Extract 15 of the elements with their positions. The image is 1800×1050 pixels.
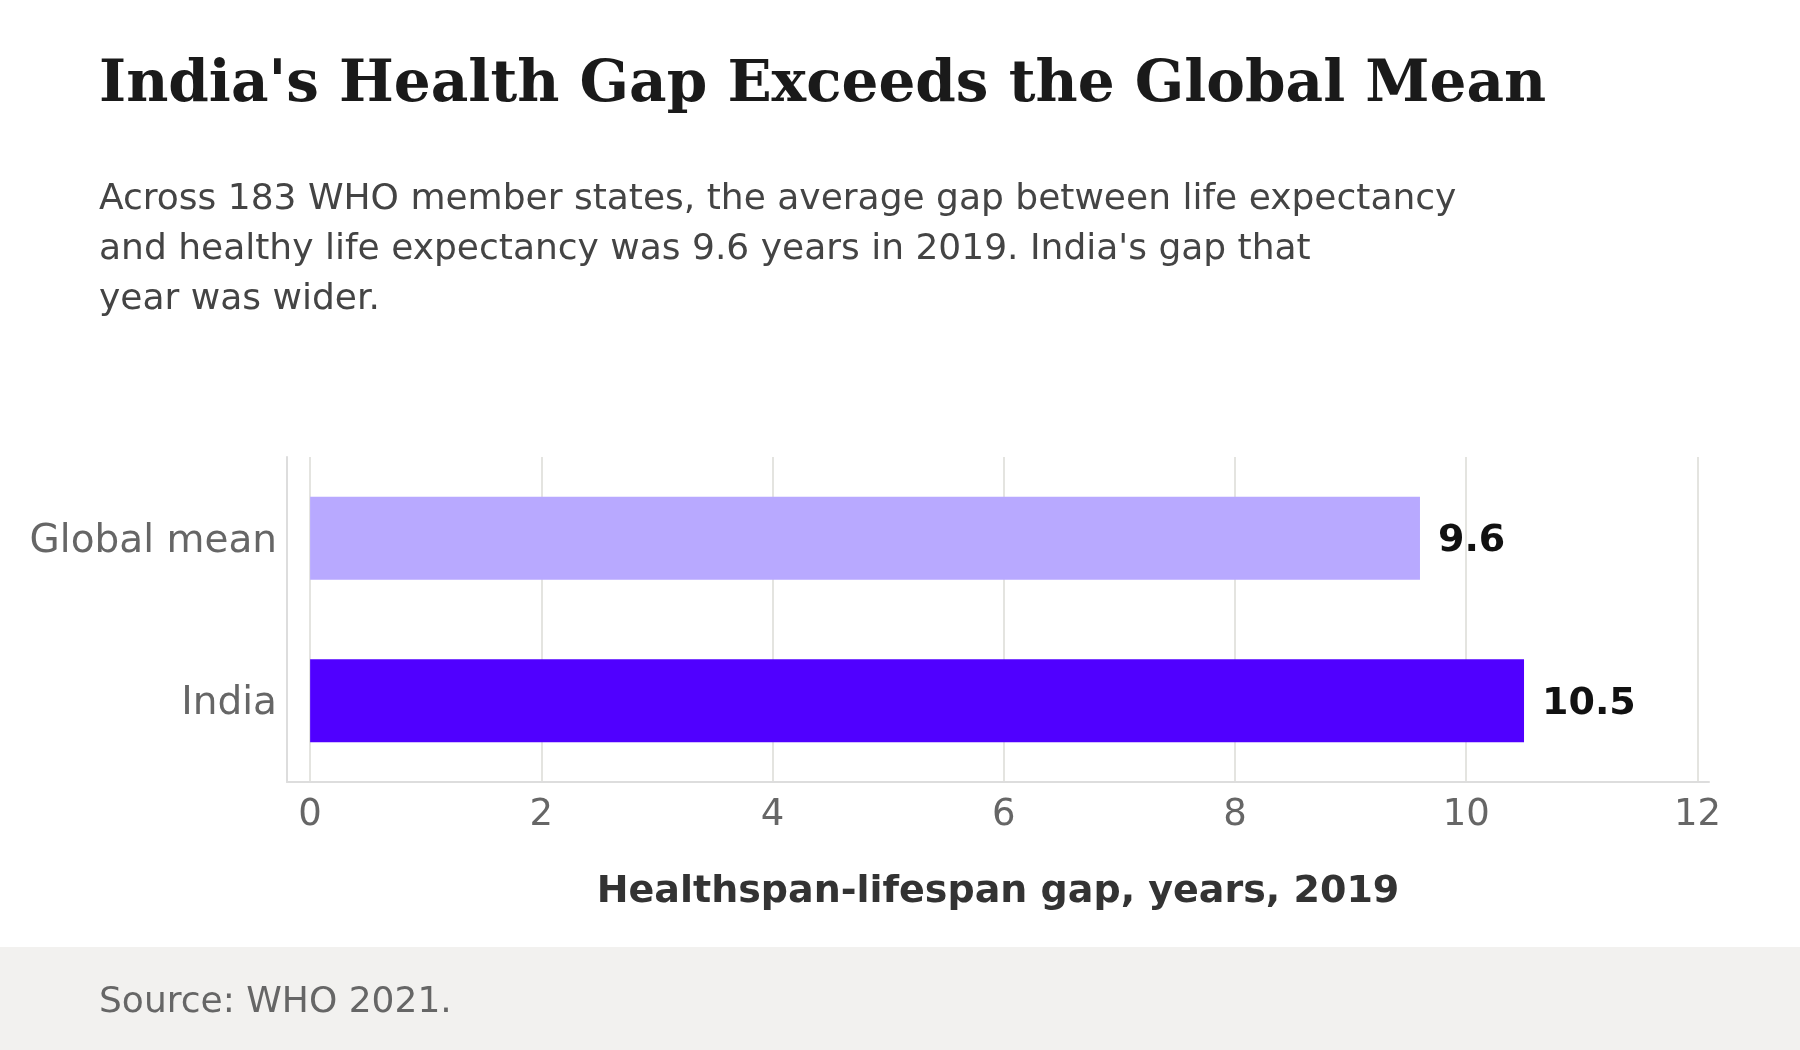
x-tick-label: 2 bbox=[529, 791, 554, 834]
x-tick-label: 8 bbox=[1223, 791, 1247, 834]
y-tick-label: Global mean bbox=[29, 515, 277, 561]
data-label: 9.6 bbox=[1437, 516, 1506, 561]
x-axis-title: Healthspan-lifespan gap, years, 2019 bbox=[596, 867, 1400, 911]
x-tick-label: 10 bbox=[1442, 791, 1490, 834]
x-tick-label: 6 bbox=[992, 791, 1016, 834]
source-note: Source: WHO 2021. bbox=[99, 978, 452, 1019]
x-tick-label: 4 bbox=[760, 791, 785, 834]
data-label: 10.5 bbox=[1542, 678, 1636, 723]
chart-subtitle: Across 183 WHO member states, the average gap between life expectancy and healthy life expectancy was 9.6 years in 2019. India's gap that year was wider. bbox=[99, 175, 1457, 319]
x-tick-label: 0 bbox=[298, 791, 322, 834]
chart-title: India's Health Gap Exceeds the Global Mean bbox=[99, 47, 1547, 115]
x-tick-label: 12 bbox=[1673, 791, 1721, 834]
y-tick-label: India bbox=[181, 678, 277, 724]
